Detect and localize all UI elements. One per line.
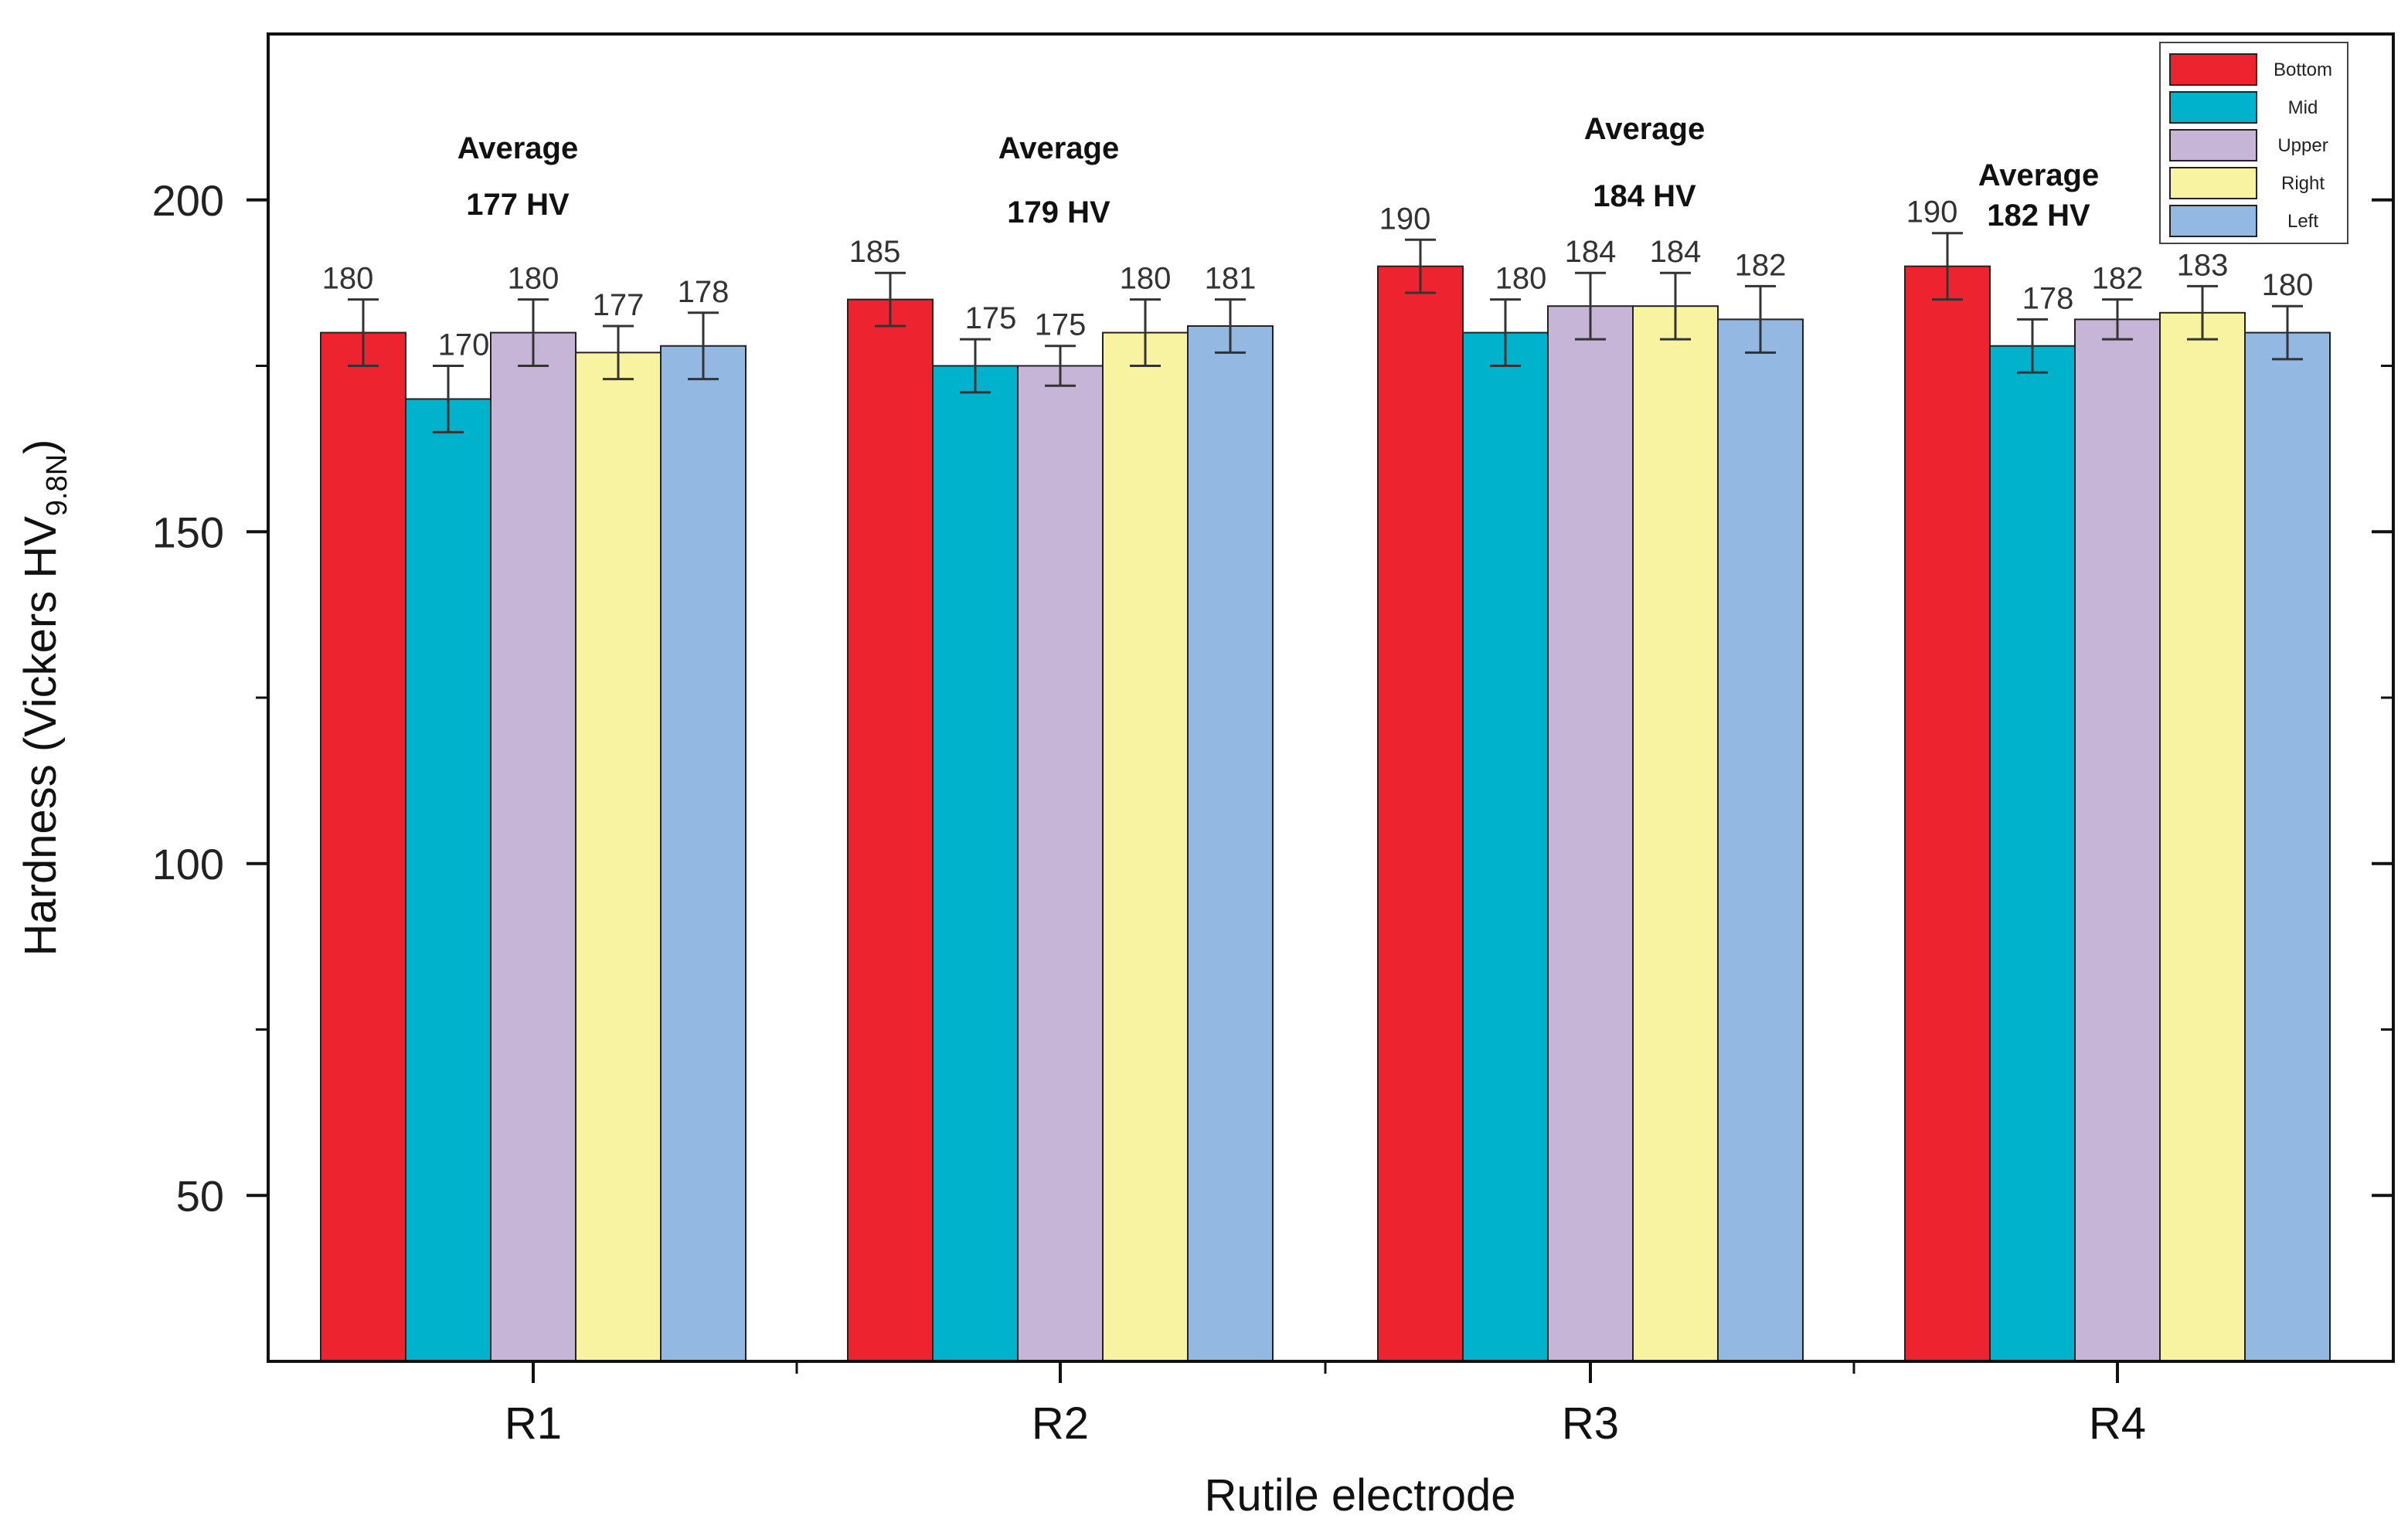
data-label-r2-left: 181 — [1205, 262, 1257, 296]
bar-r4-mid — [1989, 345, 2076, 1363]
data-label-r4-mid: 178 — [2022, 281, 2074, 315]
y-axis-title-subscript: 9.8N — [41, 454, 73, 516]
data-label-r4-right: 183 — [2177, 248, 2229, 282]
bar-r2-mid — [932, 365, 1019, 1362]
y-tick-label-200: 200 — [152, 176, 224, 225]
x-tick-label-r4: R4 — [2089, 1398, 2146, 1449]
x-tick-labels-layer: R1 R2 R3 R4 — [505, 1398, 2146, 1449]
average-annotations-layer: Average 177 HV Average 179 HV Average 184 HV A… — [457, 112, 2099, 233]
y-tick-label-150: 150 — [152, 508, 224, 556]
legend-label-left: Left — [2287, 211, 2318, 232]
data-label-r2-upper: 175 — [1035, 308, 1087, 342]
bar-r4-bottom — [1904, 265, 1991, 1362]
bar-r1-upper — [490, 331, 576, 1362]
x-tick-label-r1: R1 — [505, 1398, 562, 1449]
bar-r1-right — [575, 352, 662, 1363]
x-axis-title: Rutile electrode — [1205, 1470, 1516, 1521]
average-label-r3: Average — [1584, 112, 1705, 146]
data-label-r1-bottom: 180 — [322, 262, 374, 296]
average-label-r4: Average — [1978, 158, 2099, 192]
data-label-r3-upper: 184 — [1565, 235, 1617, 269]
bar-r1-mid — [405, 398, 491, 1363]
average-value-r1: 177 HV — [466, 188, 570, 222]
average-value-r3: 184 HV — [1593, 179, 1696, 213]
average-value-r2: 179 HV — [1007, 195, 1110, 229]
legend-swatch-right — [2169, 167, 2257, 199]
bar-r2-right — [1102, 331, 1189, 1362]
x-tick-label-r3: R3 — [1562, 1398, 1619, 1449]
bar-r3-right — [1632, 305, 1719, 1363]
average-label-r2: Average — [998, 131, 1119, 165]
bar-r3-left — [1717, 318, 1804, 1362]
y-axis-title-main: Hardness (Vickers HV — [15, 516, 66, 956]
bar-r3-upper — [1547, 305, 1634, 1363]
y-axis-title-close: ) — [15, 439, 66, 454]
legend-swatch-upper — [2169, 129, 2257, 161]
legend-swatch-bottom — [2169, 53, 2257, 86]
y-axis-title: Hardness (Vickers HV9.8N) — [15, 439, 73, 956]
data-label-r4-left: 180 — [2262, 268, 2314, 302]
average-label-r1: Average — [457, 131, 578, 165]
legend-swatch-mid — [2169, 91, 2257, 124]
data-label-r4-bottom: 190 — [1906, 195, 1958, 229]
data-label-r1-upper: 180 — [508, 262, 559, 296]
bar-r4-right — [2159, 311, 2246, 1362]
data-label-r2-bottom: 185 — [849, 235, 901, 269]
error-bars-layer — [348, 232, 2303, 433]
legend-label-bottom: Bottom — [2274, 59, 2332, 80]
data-label-r3-right: 184 — [1650, 235, 1702, 269]
bar-r4-upper — [2074, 318, 2161, 1362]
y-tick-label-100: 100 — [152, 840, 224, 889]
bar-r1-bottom — [320, 331, 406, 1362]
axis-ticks-layer: 50 100 150 200 — [152, 176, 2393, 1383]
bar-r1-left — [660, 345, 747, 1363]
legend-label-upper: Upper — [2277, 135, 2328, 156]
data-label-r1-mid: 170 — [438, 328, 490, 362]
bar-r2-bottom — [847, 298, 934, 1363]
data-labels-layer: 180 170 180 177 178 185 175 175 180 181 190 180 184 1… — [322, 195, 2314, 362]
bar-r3-mid — [1462, 331, 1549, 1362]
x-tick-label-r2: R2 — [1032, 1398, 1089, 1449]
legend-label-mid: Mid — [2288, 97, 2318, 118]
average-value-r4: 182 HV — [1987, 199, 2090, 233]
legend-swatch-left — [2169, 205, 2257, 237]
data-label-r2-right: 180 — [1120, 262, 1172, 296]
legend-label-right: Right — [2281, 173, 2325, 194]
data-label-r4-upper: 182 — [2092, 262, 2144, 296]
bar-r2-left — [1187, 324, 1274, 1363]
bars-layer — [320, 265, 2331, 1363]
data-label-r1-left: 178 — [678, 275, 730, 309]
data-label-r3-bottom: 190 — [1379, 202, 1431, 236]
bar-r2-upper — [1017, 365, 1104, 1362]
bar-r4-left — [2244, 331, 2331, 1362]
data-label-r2-mid: 175 — [965, 301, 1017, 335]
data-label-r3-left: 182 — [1735, 248, 1787, 282]
y-tick-label-50: 50 — [176, 1171, 224, 1220]
data-label-r3-mid: 180 — [1495, 262, 1547, 296]
data-label-r1-right: 177 — [593, 288, 645, 322]
bar-r3-bottom — [1377, 265, 1464, 1362]
legend: Bottom Mid Upper Right Left — [2159, 42, 2348, 244]
